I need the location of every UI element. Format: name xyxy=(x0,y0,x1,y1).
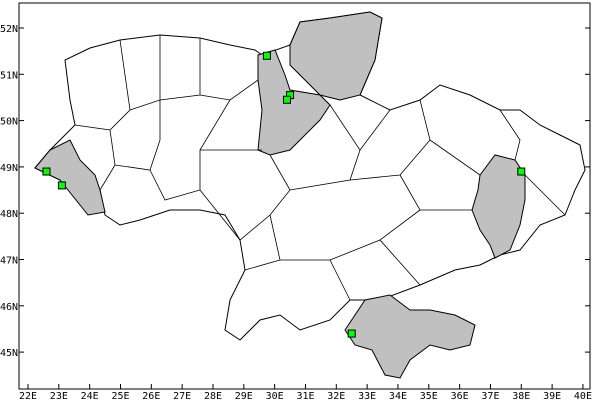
x-tick-label: 32E xyxy=(327,391,345,400)
x-tick-label: 28E xyxy=(204,391,222,400)
x-tick-label: 24E xyxy=(81,391,99,400)
region-crimea xyxy=(344,294,476,379)
y-tick-label: 50N xyxy=(0,117,18,128)
region-kyiv xyxy=(257,49,331,156)
y-tick-label: 45N xyxy=(0,348,18,359)
country-outline xyxy=(34,11,586,341)
x-tick-label: 31E xyxy=(296,391,314,400)
station-marker[interactable] xyxy=(42,167,51,176)
station-marker[interactable] xyxy=(282,95,291,104)
x-tick-label: 39E xyxy=(543,391,561,400)
y-tick-label: 48N xyxy=(0,209,18,220)
y-axis: 45N 46N 47N 48N 49N 50N 51N 52N xyxy=(0,24,590,359)
x-tick-label: 40E xyxy=(574,391,592,400)
x-tick-label: 27E xyxy=(173,391,191,400)
x-tick-label: 22E xyxy=(19,391,37,400)
x-tick-label: 35E xyxy=(420,391,438,400)
x-tick-label: 25E xyxy=(111,391,129,400)
station-marker[interactable] xyxy=(347,329,356,338)
y-tick-label: 49N xyxy=(0,163,18,174)
x-tick-label: 37E xyxy=(481,391,499,400)
x-tick-label: 23E xyxy=(50,391,68,400)
region-chernihiv xyxy=(289,11,383,101)
station-marker[interactable] xyxy=(57,181,66,190)
x-tick-label: 34E xyxy=(389,391,407,400)
y-tick-label: 47N xyxy=(0,256,18,267)
x-tick-label: 38E xyxy=(512,391,530,400)
highlighted-regions xyxy=(34,11,526,379)
x-tick-label: 29E xyxy=(235,391,253,400)
region-borders xyxy=(74,35,566,301)
x-tick-label: 33E xyxy=(358,391,376,400)
y-tick-label: 52N xyxy=(0,24,18,35)
station-marker[interactable] xyxy=(517,167,526,176)
x-axis: 22E 23E 24E 25E 26E 27E 28E 29E 30E 31E 32E 33E 34E 3… xyxy=(19,384,592,400)
x-tick-label: 30E xyxy=(266,391,284,400)
ukraine-mainland xyxy=(34,11,586,341)
x-tick-label: 26E xyxy=(142,391,160,400)
region-lviv xyxy=(34,139,106,216)
station-marker[interactable] xyxy=(262,51,271,60)
markers xyxy=(42,51,526,338)
x-tick-label: 36E xyxy=(451,391,469,400)
y-tick-label: 46N xyxy=(0,302,18,313)
y-tick-label: 51N xyxy=(0,70,18,81)
